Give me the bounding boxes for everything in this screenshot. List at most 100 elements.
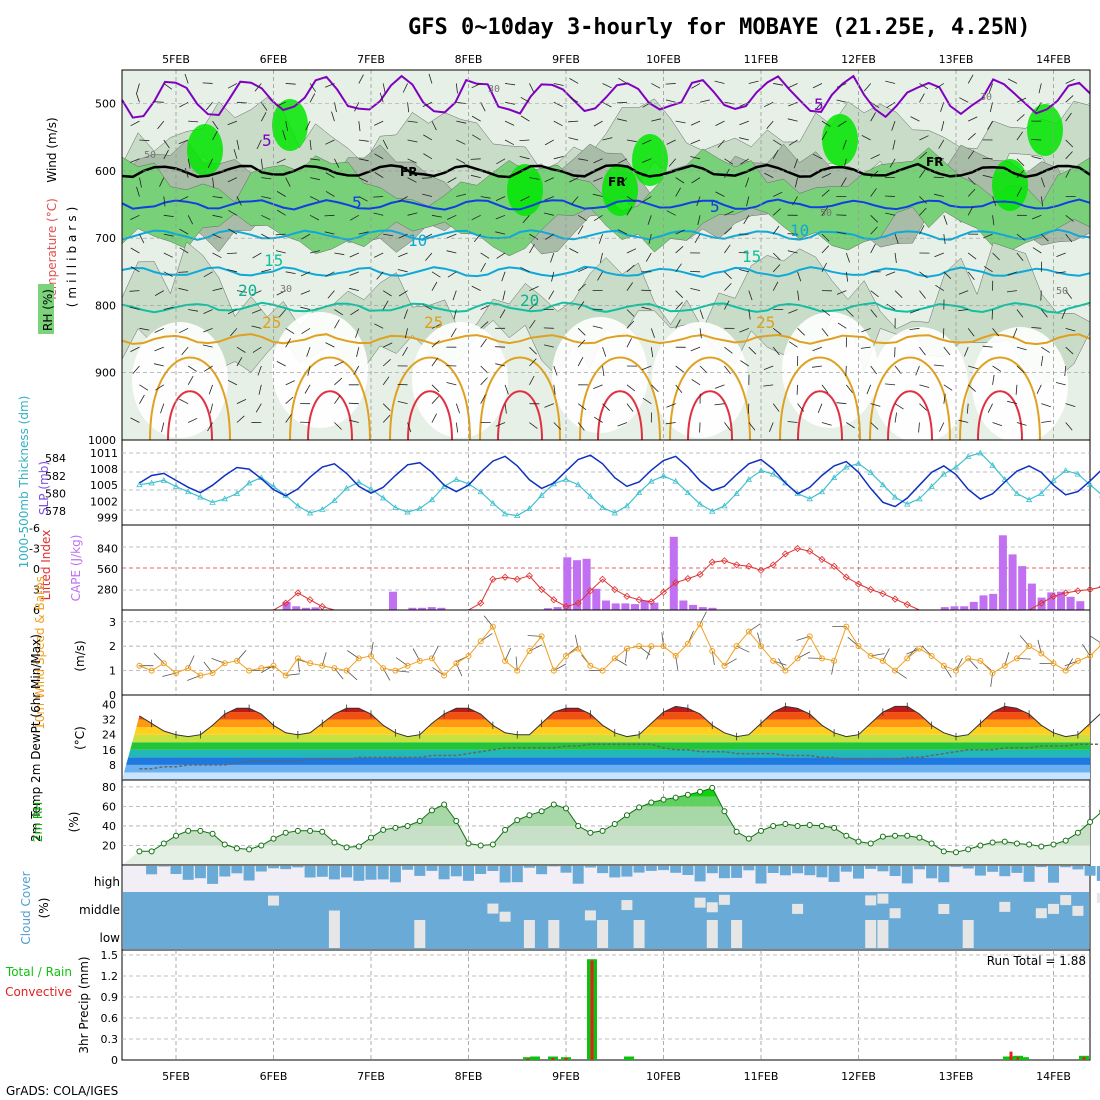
barb <box>188 417 198 423</box>
wind10-point <box>1001 662 1008 669</box>
barb <box>892 139 896 150</box>
cloud-low-gap <box>877 920 889 948</box>
wind10-point <box>721 662 728 669</box>
cloud-high-bar <box>1011 866 1023 873</box>
date-top-13FEB: 13FEB <box>939 53 974 66</box>
wind10-tick-3: 3 <box>109 616 116 629</box>
barb <box>724 422 731 431</box>
cloud-high-bar <box>840 866 852 872</box>
barb <box>787 250 798 254</box>
barb <box>592 193 603 197</box>
barb <box>697 215 701 226</box>
barb <box>129 306 140 310</box>
barb <box>886 101 896 109</box>
wind10-point <box>258 665 265 672</box>
slp-tick-1011: 1011 <box>90 447 118 460</box>
cloud-high-bar <box>743 866 755 871</box>
upper-left-labels: Wind (m/s) Temperature (°C) RH (%) (mill… <box>38 117 79 334</box>
cloud-high-bar <box>511 866 523 883</box>
barb <box>773 191 783 197</box>
barb <box>1016 422 1027 426</box>
barb <box>665 83 676 85</box>
thickness-point <box>904 500 911 507</box>
barb <box>812 153 823 160</box>
barb <box>870 226 878 235</box>
barb <box>1007 78 1018 84</box>
rh2m-tick-40: 40 <box>102 820 116 833</box>
barb <box>772 149 779 159</box>
precip-conv-bar <box>1009 1051 1013 1060</box>
cape-bar <box>282 601 291 610</box>
cloud-mid-gap <box>621 900 633 911</box>
thick-tick-584: 584 <box>45 452 66 465</box>
rh2m-point <box>623 812 630 819</box>
date-top-6FEB: 6FEB <box>260 53 288 66</box>
barb <box>379 92 384 103</box>
cloud-high-bar <box>1060 866 1072 868</box>
barb <box>258 384 262 395</box>
rh2m-point <box>684 791 691 798</box>
barb <box>404 328 408 339</box>
cloud-mid-gap <box>268 895 279 906</box>
rh2m-axis-ticks: 80 60 40 20 <box>102 781 116 853</box>
barb <box>870 309 878 318</box>
precip-grid <box>122 950 1090 1060</box>
barb <box>1065 214 1074 222</box>
rh-blob-5 <box>1027 104 1063 156</box>
rh2m-point <box>526 812 533 819</box>
barb <box>227 379 238 386</box>
barb <box>373 196 384 198</box>
barb <box>163 271 173 277</box>
barb <box>407 139 418 143</box>
barb <box>617 118 628 122</box>
cloud-high-bar <box>146 866 158 875</box>
cloud-high-bar <box>621 866 633 877</box>
isotherm-20 <box>121 301 1091 314</box>
label-t5-blue-2: 5 <box>710 197 720 216</box>
barb <box>163 306 174 310</box>
cloud-high-bar <box>353 866 365 881</box>
cloud-high-bar <box>194 866 206 879</box>
li-point <box>854 580 863 588</box>
barb <box>187 365 197 372</box>
barb <box>578 158 589 161</box>
barb <box>617 158 628 164</box>
ylabel-cape: CAPE (J/kg) <box>69 535 83 602</box>
wind10-point <box>928 652 935 659</box>
thickness-panel-frame <box>121 439 1091 526</box>
barb <box>236 139 240 150</box>
date-top-7FEB: 7FEB <box>357 53 385 66</box>
rh2m-point <box>502 826 509 833</box>
thickness-point <box>830 474 838 481</box>
barb <box>480 394 486 404</box>
thickness-point <box>306 509 314 516</box>
rh2m-point <box>368 834 374 841</box>
barb <box>1065 78 1075 84</box>
thickness-point <box>185 488 192 495</box>
barb <box>569 248 579 254</box>
barb <box>505 83 516 86</box>
barb <box>504 139 515 146</box>
barb <box>666 139 676 145</box>
rh2m-point <box>721 808 728 815</box>
barb <box>550 252 555 263</box>
cloud-high-bar <box>255 866 267 872</box>
wind10-point <box>441 672 448 679</box>
warm-loop-orange-3 <box>479 356 561 441</box>
rh2m-point <box>380 826 387 833</box>
cape-bar <box>1037 597 1046 610</box>
barb <box>675 384 683 393</box>
barb <box>577 214 587 222</box>
slp-tick-1002: 1002 <box>90 495 118 508</box>
wind10-point <box>697 621 704 628</box>
barb <box>1016 97 1027 103</box>
barb <box>382 300 389 310</box>
barb <box>402 83 408 93</box>
barb <box>1065 422 1073 431</box>
barb <box>967 328 975 337</box>
isotherm-10 <box>121 228 1091 241</box>
wind10-point <box>1050 660 1057 667</box>
rh2m-point <box>1026 841 1033 848</box>
barb <box>356 347 360 357</box>
barb <box>764 101 774 108</box>
